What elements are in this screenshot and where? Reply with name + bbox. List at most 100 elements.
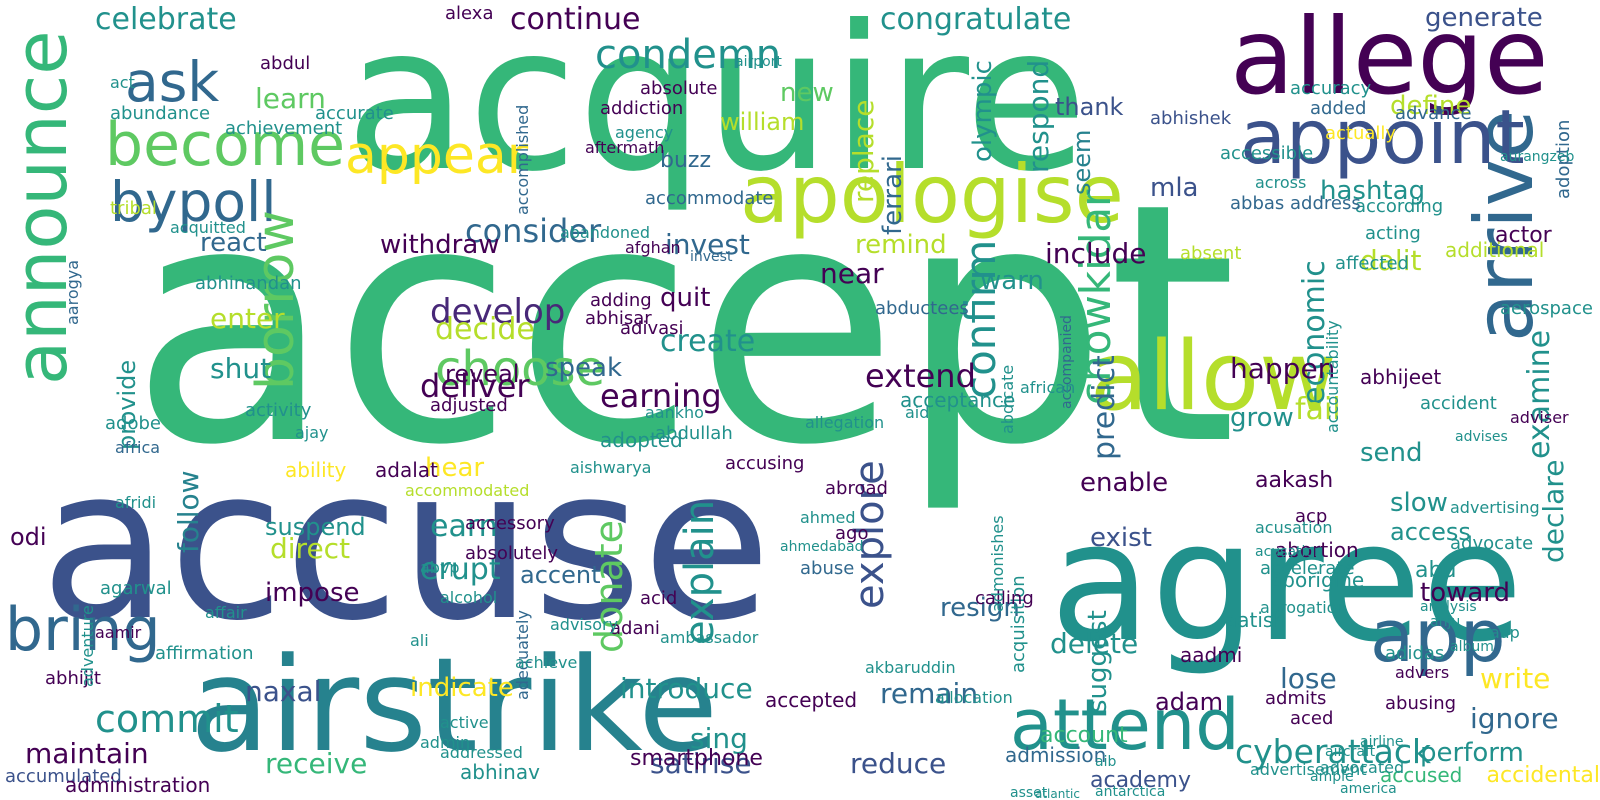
word: attend (1010, 684, 1240, 766)
word: accident (1420, 393, 1497, 414)
word: accumulated (5, 766, 122, 787)
word: ahmed (800, 508, 856, 527)
word: appear (345, 126, 529, 186)
word: additional (1445, 238, 1545, 262)
word: deliver (420, 367, 530, 405)
word: app (1370, 594, 1506, 678)
word: include (1045, 237, 1147, 270)
word: abbas (1230, 193, 1285, 214)
word: ample (1310, 769, 1354, 785)
word: odi (10, 523, 47, 551)
word: earn (430, 509, 498, 544)
word: abhijit (45, 668, 101, 689)
word: hashtag (1320, 176, 1426, 206)
word: indicate (410, 673, 514, 703)
word: william (720, 108, 805, 136)
word: aakash (1255, 468, 1334, 493)
word: congratulate (880, 2, 1072, 37)
word: absolute (640, 78, 718, 99)
word: choose (435, 341, 606, 397)
word: aib (1095, 754, 1117, 770)
word: announce (0, 30, 83, 385)
word: accessible (1220, 143, 1314, 164)
word: accommodate (645, 188, 774, 209)
word: adidas (1385, 643, 1445, 664)
word: toward (1420, 578, 1511, 608)
word: direct (270, 532, 351, 565)
word: receive (265, 747, 368, 780)
word: advers (1395, 663, 1450, 682)
word: adani (610, 618, 660, 639)
word: addressed (440, 743, 523, 762)
word: abvp (420, 558, 460, 577)
word: acid (640, 588, 678, 609)
word: america (1340, 781, 1397, 797)
word: accessory (465, 513, 555, 534)
word: invest (665, 228, 750, 261)
word: mla (1150, 173, 1199, 203)
word: analysis (1420, 599, 1477, 615)
word: aishwarya (570, 458, 652, 477)
word: accommodated (405, 481, 530, 500)
word: aid (905, 403, 930, 422)
word: celebrate (95, 2, 237, 37)
word: thank (1055, 93, 1124, 121)
word: allocation (935, 688, 1013, 707)
word: aarogya (63, 259, 82, 326)
word: actually (1325, 123, 1397, 144)
word: invest (690, 249, 733, 265)
word: ignore (1470, 702, 1559, 735)
word: become (105, 110, 346, 180)
word: accelerate (1260, 558, 1355, 579)
word: aurangzeb (1500, 149, 1575, 165)
word: aftermath (585, 138, 665, 157)
word: akbaruddin (865, 658, 956, 677)
word: academy (1090, 768, 1192, 793)
word: affair (205, 603, 247, 622)
word: affirmation (155, 643, 254, 664)
word: abductees (875, 298, 969, 319)
word: aborigine (1270, 568, 1365, 592)
word: abusing (1385, 693, 1457, 714)
word: airstrike (190, 629, 719, 781)
word: aircraft (1325, 744, 1376, 760)
word: acting (1365, 223, 1421, 244)
word: respond (1022, 60, 1055, 174)
word: accused (1380, 763, 1463, 787)
word: define (1390, 91, 1472, 121)
word: abhinav (460, 760, 540, 784)
word: adalat (375, 458, 438, 482)
word: acquire (345, 0, 1088, 216)
word: seem (1068, 130, 1096, 196)
word: new (780, 78, 834, 108)
word: acp (1295, 506, 1328, 527)
word: address (1290, 193, 1361, 214)
word: aankho (645, 403, 704, 422)
word: remain (880, 677, 979, 710)
word: ability (285, 458, 347, 482)
word: shut (210, 352, 272, 385)
word: declare (1537, 460, 1570, 564)
word: abundance (110, 103, 211, 124)
word: account (1040, 723, 1128, 748)
word: adding (590, 290, 652, 311)
word: advertising (1450, 498, 1540, 517)
word: antarctica (1095, 784, 1166, 800)
word: acceptance (900, 388, 1016, 412)
word: afridi (115, 493, 157, 512)
word: across (1255, 173, 1307, 192)
word: calling (975, 588, 1034, 609)
word: allow (1090, 322, 1337, 432)
word: absent (1180, 243, 1242, 264)
word: enter (210, 302, 285, 335)
word: acusation (1255, 518, 1333, 537)
word: adviser (1510, 408, 1569, 427)
word: agarwal (100, 578, 172, 599)
word: accuracy (1290, 78, 1372, 99)
word: agency (615, 123, 674, 142)
word: explain (677, 499, 723, 646)
word: ajay (295, 423, 329, 442)
word: advisory (550, 615, 619, 634)
word: tribal (110, 198, 157, 219)
